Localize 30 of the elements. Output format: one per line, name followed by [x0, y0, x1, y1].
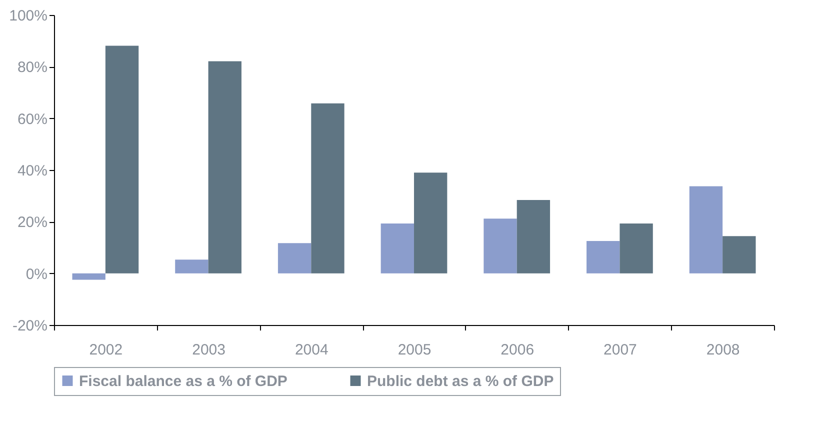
- legend-label: Public debt as a % of GDP: [367, 372, 554, 390]
- bar: [689, 186, 723, 274]
- x-tick-label: 2005: [398, 342, 432, 358]
- y-tick-label: 100%: [9, 8, 48, 24]
- y-tick-label: 60%: [17, 110, 48, 128]
- x-tick-label: 2002: [89, 342, 123, 358]
- bar: [414, 172, 448, 274]
- bar: [208, 61, 242, 274]
- y-tick-label: 80%: [17, 59, 48, 76]
- bar: [72, 273, 106, 280]
- y-tick-label: 40%: [17, 162, 48, 180]
- bar: [484, 218, 517, 274]
- bar: [175, 260, 208, 274]
- x-tick-label: 2004: [294, 342, 328, 358]
- y-tick-label: 20%: [17, 214, 48, 232]
- bar: [278, 243, 312, 274]
- x-tick-label: 2007: [604, 342, 637, 358]
- bar: [105, 46, 139, 274]
- bar: [722, 236, 756, 274]
- bar: [620, 223, 653, 274]
- y-tick-label: -20%: [12, 318, 48, 334]
- legend-label: Fiscal balance as a % of GDP: [79, 372, 288, 390]
- bar: [380, 223, 414, 274]
- bar: [586, 241, 620, 274]
- x-tick-label: 2003: [192, 342, 226, 358]
- y-tick-label: 0%: [26, 266, 48, 283]
- x-tick-label: 2006: [500, 342, 534, 358]
- bar: [516, 200, 550, 274]
- bar: [311, 103, 344, 274]
- x-tick-label: 2008: [706, 342, 740, 358]
